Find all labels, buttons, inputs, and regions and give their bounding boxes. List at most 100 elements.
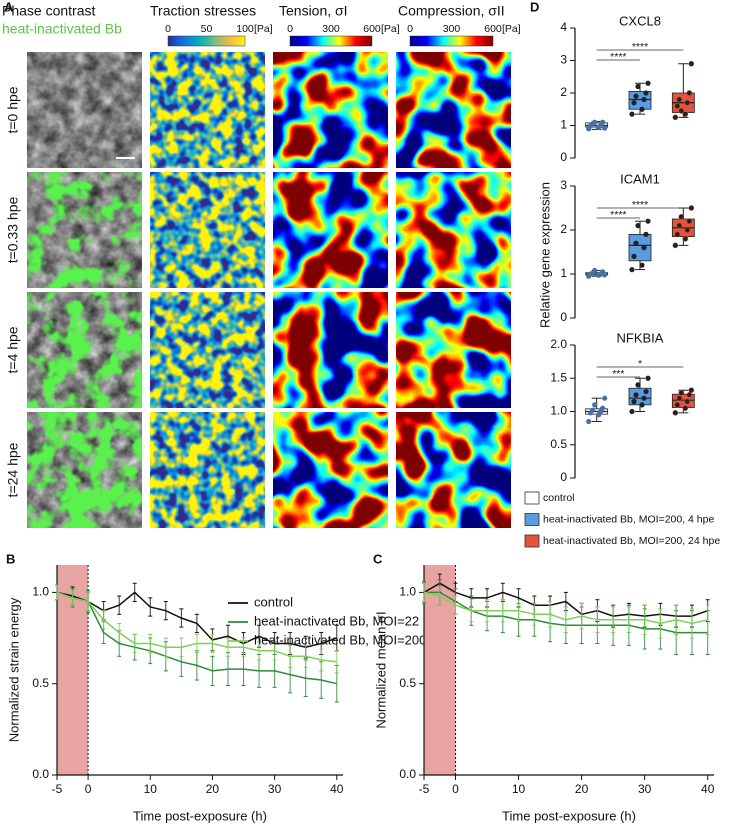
column-title: Phase contrast (2, 3, 95, 19)
colorbar-unit: [Pa] (381, 23, 400, 35)
data-point (688, 205, 695, 211)
chart-title: CXCL8 (619, 13, 661, 28)
colorbar-tick-label: 300 (322, 23, 340, 35)
fluorescence-overlay (27, 172, 142, 288)
y-tick-label: 3 (560, 178, 567, 192)
data-point (639, 262, 645, 268)
legend-swatch (524, 534, 540, 548)
x-tick-label: 20 (206, 782, 220, 796)
data-point (678, 390, 685, 396)
column-title: Traction stresses (150, 3, 256, 19)
row-label: t=4 hpe (5, 326, 21, 373)
x-tick-label: 10 (144, 782, 158, 796)
y-tick-label: 0 (560, 470, 567, 484)
image-panel (273, 292, 388, 408)
data-point (682, 405, 689, 412)
image-panel (273, 52, 388, 168)
column-title: Tension, σI (279, 3, 348, 19)
data-point (602, 395, 608, 401)
data-point (686, 90, 693, 96)
significance-label: **** (632, 41, 648, 53)
x-axis-label: Time post-exposure (h) (502, 808, 636, 823)
series-line (423, 591, 708, 625)
significance-label: * (638, 358, 642, 370)
data-point (684, 227, 691, 233)
data-point (643, 231, 649, 237)
colorbar (409, 35, 494, 47)
colorbar-tick-label: 0 (165, 23, 171, 35)
legend-swatch (524, 513, 540, 526)
data-point (684, 99, 691, 106)
data-point (643, 388, 649, 395)
series-line (56, 591, 337, 663)
data-point (602, 272, 608, 278)
y-tick-label: 4 (560, 20, 567, 34)
data-point (592, 267, 598, 274)
data-point (629, 408, 635, 415)
data-point (688, 387, 695, 394)
y-tick-label: 0 (560, 310, 567, 324)
x-tick-label: 40 (330, 782, 344, 796)
x-tick-label: 40 (701, 782, 715, 796)
image-panel (396, 292, 511, 408)
data-point (676, 395, 683, 402)
data-point (602, 125, 608, 131)
colorbar-tick-label: 0 (287, 23, 293, 35)
y-tick-label: 1.5 (550, 370, 567, 384)
data-point (633, 93, 639, 99)
image-panel (150, 292, 265, 408)
legend-label: heat-inactivated Bb, MOI=200, 24 hpe (543, 535, 720, 547)
data-point (686, 218, 693, 225)
data-point (639, 402, 645, 408)
data-point (674, 231, 681, 238)
x-tick-label: 30 (268, 782, 282, 796)
data-point (590, 407, 596, 413)
significance-label: **** (632, 199, 648, 211)
y-tick-label: 2 (560, 222, 567, 236)
data-point (639, 106, 645, 112)
colorbar-tick-label: 600 (363, 23, 381, 35)
y-tick-label: 0.5 (32, 676, 49, 690)
data-point (631, 100, 637, 106)
legend-swatch (524, 491, 540, 505)
y-tick-label: 0.5 (550, 437, 567, 451)
y-axis-label: Normalized strain energy (6, 597, 21, 742)
image-panel (396, 412, 511, 528)
data-point (643, 90, 649, 96)
y-tick-label: 1 (560, 266, 567, 280)
x-tick-label: -5 (419, 782, 430, 796)
row-label: t=0 hpe (5, 86, 21, 133)
row-label: t=0.33 hpe (5, 197, 21, 264)
data-point (688, 60, 695, 67)
data-point (682, 235, 689, 242)
panel-label: D (530, 0, 539, 14)
image-panel (150, 412, 265, 528)
data-point (641, 245, 647, 251)
y-tick-label: 0.0 (32, 767, 49, 781)
y-tick-label: 1 (560, 118, 567, 132)
significance-label: *** (612, 368, 624, 380)
image-panel (150, 172, 265, 288)
data-point (633, 392, 639, 398)
y-tick-label: 1.0 (550, 404, 567, 418)
column-title: Compression, σII (398, 3, 505, 19)
image-panel (396, 52, 511, 168)
data-point (635, 223, 641, 229)
data-point (676, 96, 683, 103)
fluorescence-overlay (27, 292, 142, 408)
data-point (674, 103, 681, 109)
y-tick-label: 1.0 (32, 585, 49, 599)
column-subtitle: heat-inactivated Bb (2, 21, 122, 37)
x-tick-label: -5 (52, 782, 63, 796)
y-tick-label: 2 (560, 85, 567, 99)
data-point (686, 392, 693, 398)
y-tick-label: 0.0 (399, 767, 416, 781)
legend-label: heat-inactivated Bb, MOI=200 (254, 632, 426, 647)
data-point (592, 119, 598, 125)
series-line (56, 591, 337, 685)
data-point (631, 253, 637, 259)
data-point (678, 108, 685, 114)
data-point (600, 405, 606, 411)
colorbar-unit: [Pa] (502, 23, 521, 35)
